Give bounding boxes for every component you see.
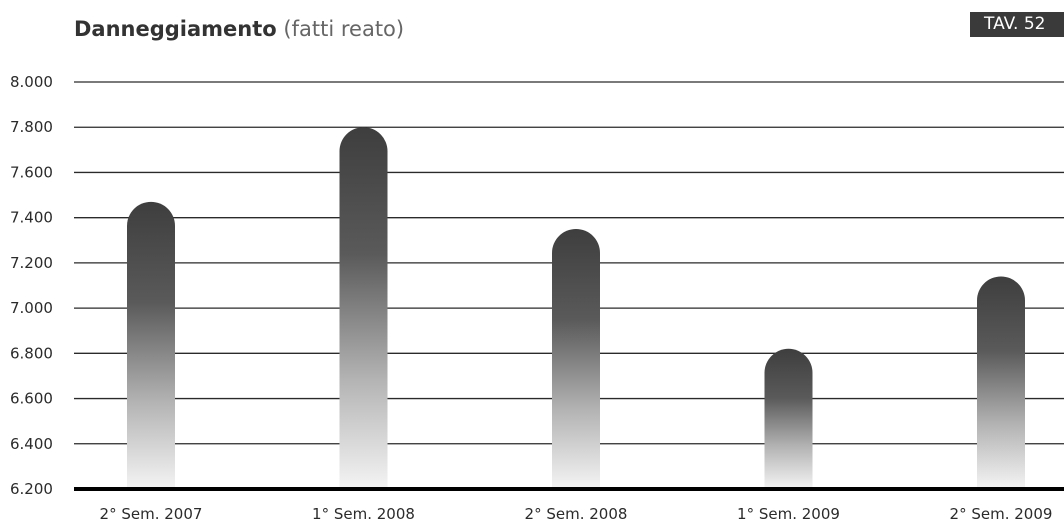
bar: [127, 201, 175, 489]
y-tick-label: 7.400: [10, 209, 53, 227]
bars: [127, 127, 1025, 490]
x-tick-label: 2° Sem. 2009: [950, 505, 1053, 523]
table-number-badge: TAV. 52: [970, 12, 1064, 37]
y-tick-label: 6.200: [10, 480, 53, 498]
x-tick-label: 1° Sem. 2008: [312, 505, 415, 523]
bar: [977, 276, 1025, 489]
x-axis-ticks: 2° Sem. 2007 1° Sem. 2008 2° Sem. 2008 1° S…: [100, 505, 1053, 523]
chart-title: Danneggiamento (fatti reato): [74, 17, 404, 41]
x-tick-label: 2° Sem. 2007: [100, 505, 203, 523]
y-tick-label: 7.800: [10, 118, 53, 136]
chart-title-sub: (fatti reato): [283, 17, 405, 41]
bar: [552, 228, 600, 490]
bar: [764, 348, 813, 489]
y-tick-label: 7.000: [10, 299, 53, 317]
x-tick-label: 1° Sem. 2009: [737, 505, 840, 523]
y-tick-label: 6.400: [10, 435, 53, 453]
y-axis-ticks: 6.200 6.400 6.600 6.800 7.000 7.200 7.400 7.600…: [10, 73, 53, 498]
y-tick-label: 8.000: [10, 73, 53, 91]
y-tick-label: 7.600: [10, 163, 53, 181]
y-tick-label: 6.600: [10, 390, 53, 408]
y-tick-label: 7.200: [10, 254, 53, 272]
x-tick-label: 2° Sem. 2008: [525, 505, 628, 523]
y-tick-label: 6.800: [10, 344, 53, 362]
chart-title-main: Danneggiamento: [74, 17, 277, 41]
bar: [339, 127, 388, 489]
